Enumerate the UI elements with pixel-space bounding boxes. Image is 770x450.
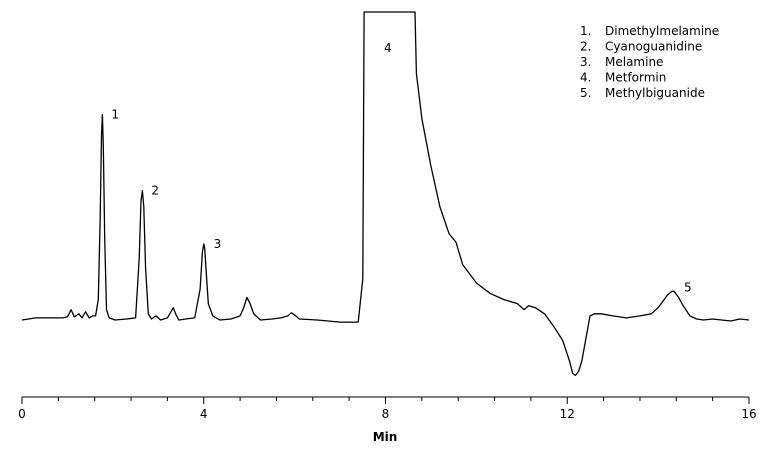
legend-entry: Melamine bbox=[605, 55, 663, 69]
x-axis-title: Min bbox=[373, 430, 398, 444]
peak-label-2: 2 bbox=[151, 184, 159, 198]
legend-number: 3. bbox=[580, 55, 591, 69]
peak-label-3: 3 bbox=[214, 237, 222, 251]
legend-entry: Methylbiguanide bbox=[605, 86, 705, 100]
chromatogram-trace bbox=[21, 11, 750, 377]
peak-label-5: 5 bbox=[684, 280, 692, 294]
peak-labels: 1 2 3 4 5 bbox=[111, 41, 691, 294]
legend-entry: Cyanoguanidine bbox=[605, 40, 702, 54]
x-tick-label: 0 bbox=[18, 407, 26, 421]
x-tick-label: 4 bbox=[200, 407, 208, 421]
legend-number: 2. bbox=[580, 40, 591, 54]
legend: 1. Dimethylmelamine 2. Cyanoguanidine 3. Mela… bbox=[580, 24, 719, 100]
x-axis: 0 4 8 12 16 Min bbox=[18, 396, 757, 444]
legend-number: 5. bbox=[580, 86, 591, 100]
x-tick-label: 12 bbox=[560, 407, 575, 421]
x-tick-label: 16 bbox=[741, 407, 756, 421]
x-axis-ticks: 0 4 8 12 16 bbox=[18, 397, 757, 421]
legend-number: 1. bbox=[580, 24, 591, 38]
legend-number: 4. bbox=[580, 71, 591, 85]
x-tick-label: 8 bbox=[382, 407, 390, 421]
legend-entry: Dimethylmelamine bbox=[605, 24, 719, 38]
peak-label-4: 4 bbox=[384, 41, 392, 55]
legend-entry: Metformin bbox=[605, 71, 666, 85]
peak-label-1: 1 bbox=[111, 108, 119, 122]
